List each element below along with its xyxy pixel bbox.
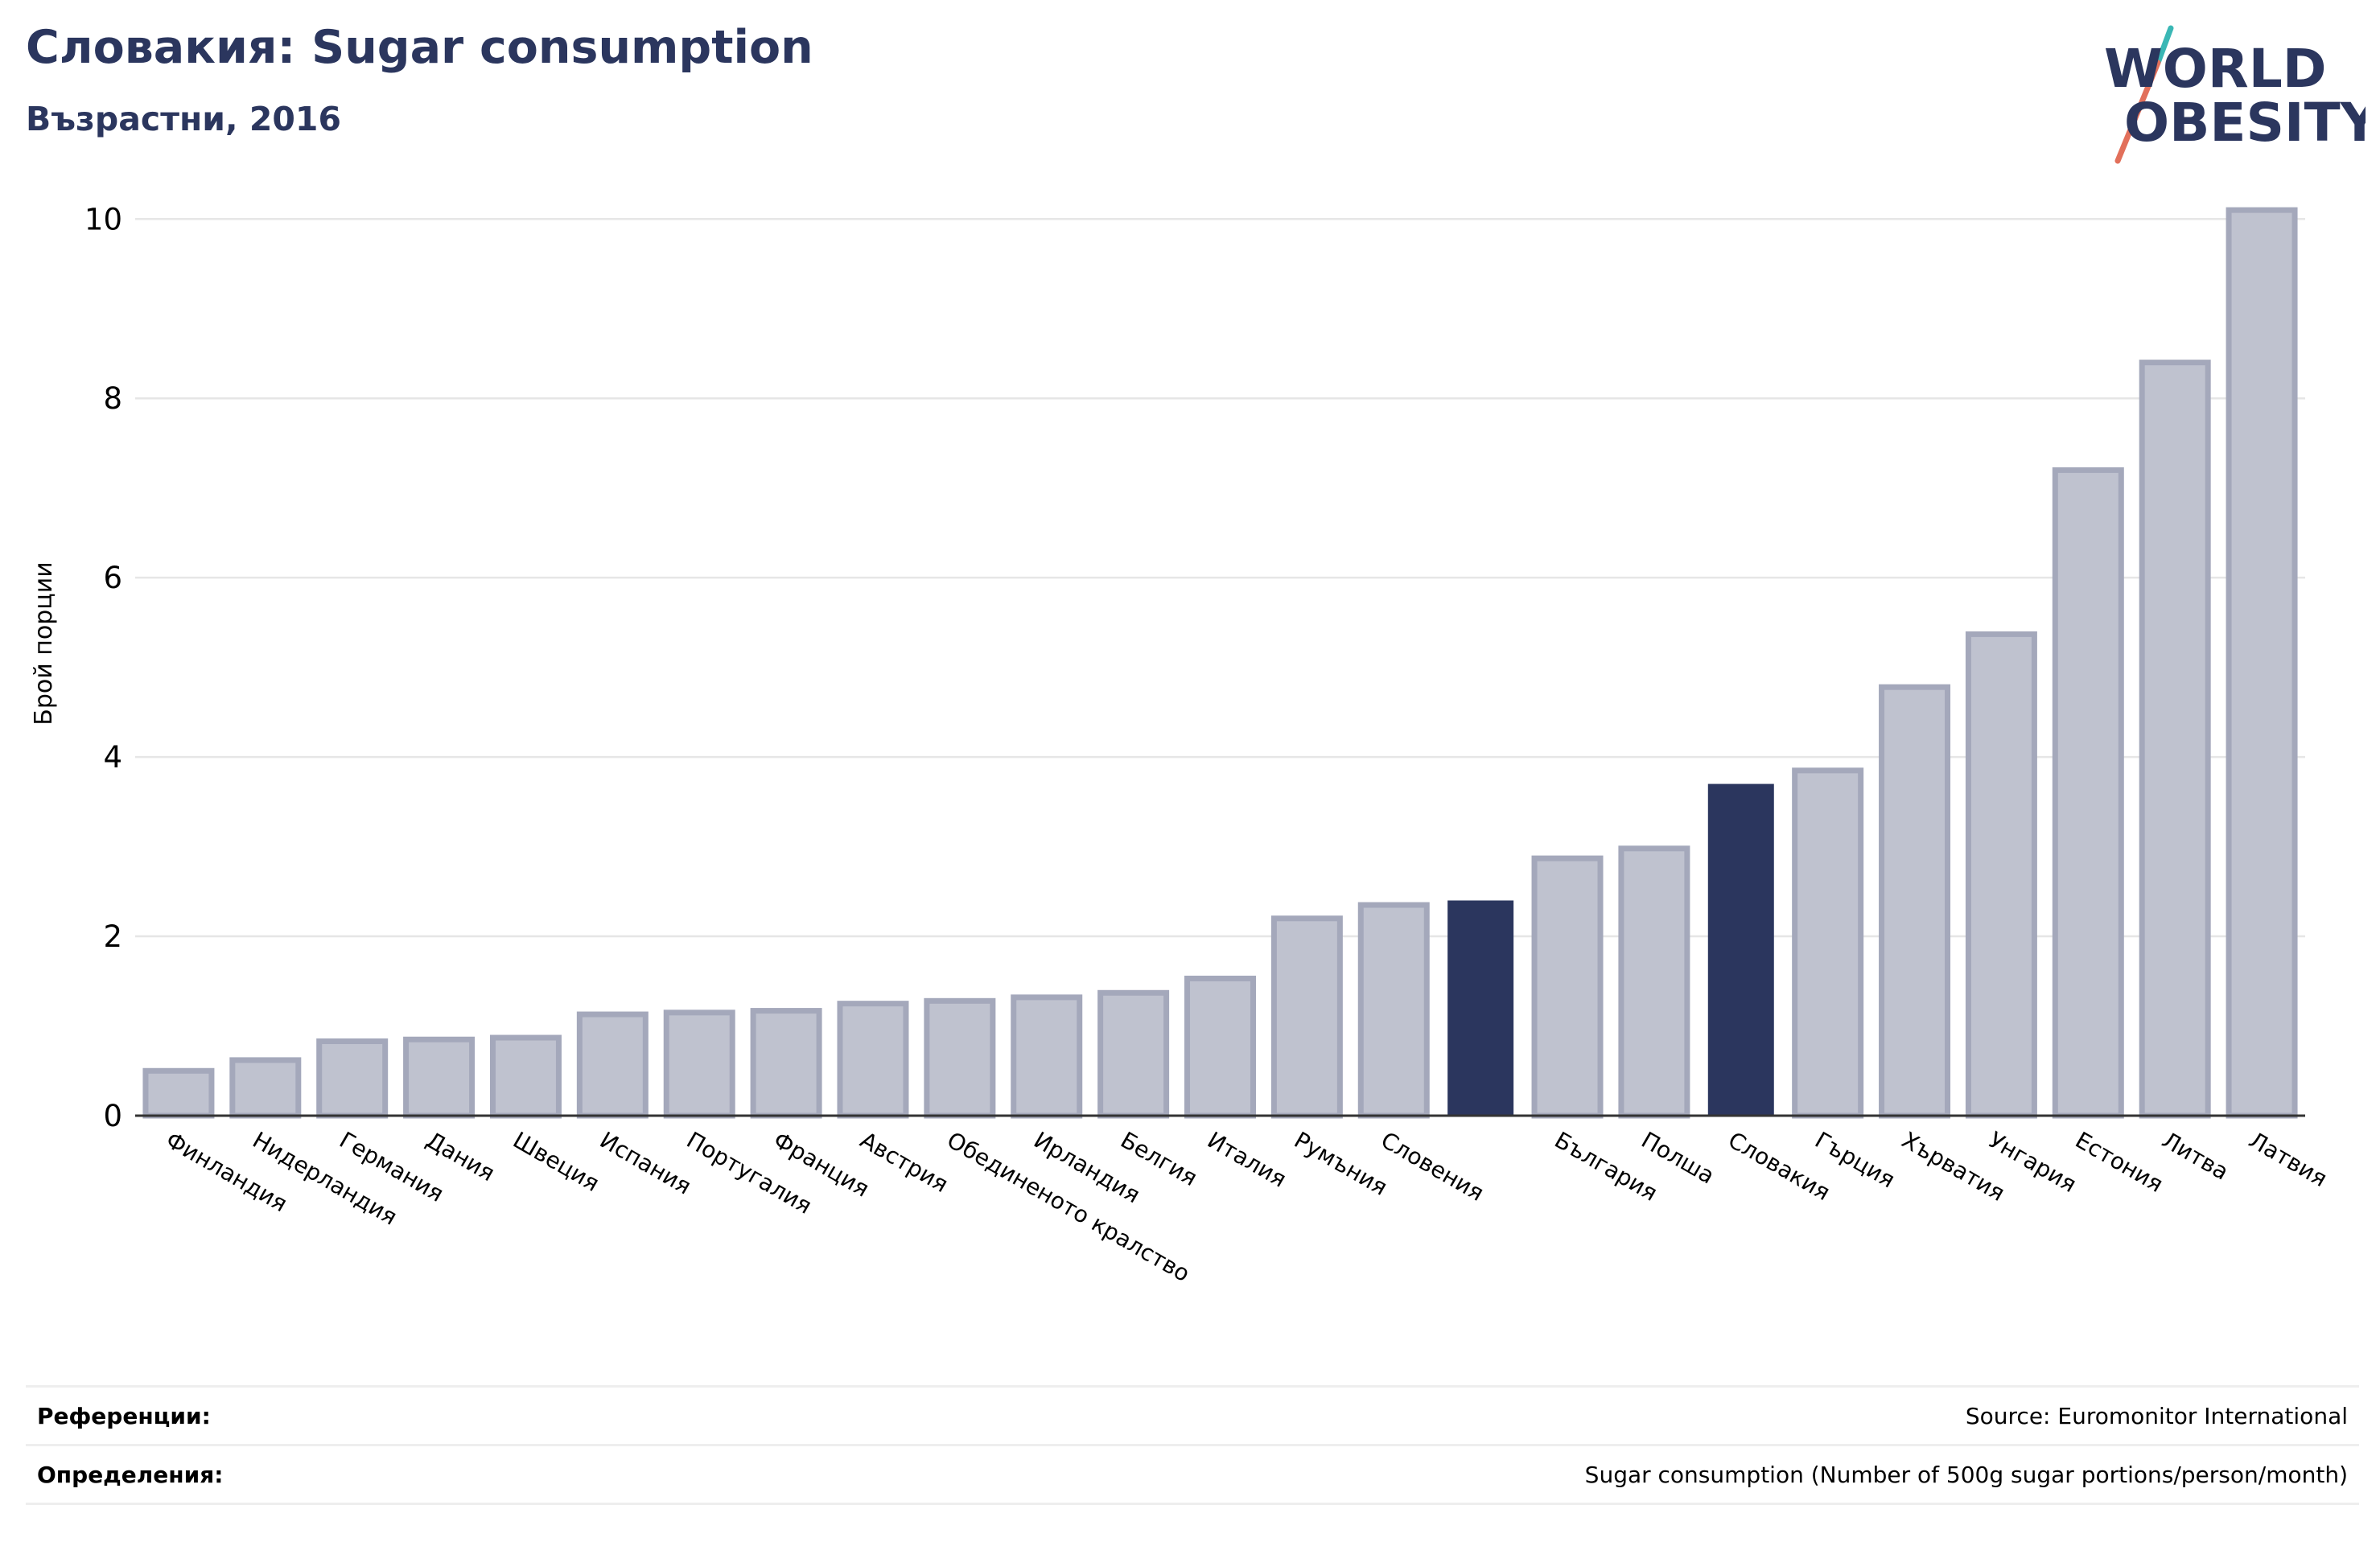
bar: [1184, 975, 1256, 1119]
bar: [1965, 631, 2037, 1119]
chart-title: Словакия: Sugar consumption: [26, 21, 813, 74]
bar-highlighted: [1707, 783, 1774, 1116]
y-tick-label: 8: [103, 381, 122, 416]
bar: [924, 997, 996, 1119]
bar: [229, 1057, 302, 1119]
references-row: Референции: Source: Euromonitor Internat…: [26, 1385, 2359, 1444]
x-tick-label: Естония: [2071, 1126, 2168, 1198]
bar: [1270, 915, 1343, 1119]
bar: [2226, 207, 2298, 1119]
x-tick-label: Румъния: [1290, 1126, 1392, 1200]
bar: [1357, 902, 1430, 1119]
definitions-label: Определения:: [37, 1461, 224, 1488]
definitions-value: Sugar consumption (Number of 500g sugar …: [1584, 1461, 2348, 1488]
bar: [1792, 767, 1864, 1119]
bar: [837, 1001, 909, 1119]
bar: [1618, 845, 1690, 1119]
x-tick-label: Нидерландия: [248, 1126, 401, 1230]
logo-line2: OBESITY: [2124, 92, 2366, 154]
bar: [2052, 467, 2124, 1119]
bar: [316, 1038, 389, 1119]
bar: [489, 1034, 562, 1119]
references-label: Референции:: [37, 1402, 211, 1429]
bar: [1531, 855, 1604, 1119]
logo-line1: WORLD: [2104, 38, 2327, 100]
x-tick-label: Швеция: [509, 1126, 604, 1196]
x-tick-label: Италия: [1203, 1126, 1291, 1192]
y-tick-label: 0: [103, 1099, 122, 1133]
y-tick-label: 10: [84, 202, 122, 236]
logo-slash-bottom: [2114, 60, 2161, 164]
bar: [403, 1036, 476, 1119]
chart-subtitle: Възрастни, 2016: [26, 100, 341, 138]
x-tick-label: Литва: [2158, 1126, 2234, 1185]
bar-highlighted: [1447, 900, 1514, 1116]
bar: [750, 1008, 822, 1119]
x-tick-label: Австрия: [855, 1126, 953, 1198]
logo-slash-top: [2155, 25, 2174, 66]
references-value: Source: Euromonitor International: [1965, 1402, 2348, 1429]
bar: [142, 1067, 215, 1119]
y-tick-label: 6: [103, 561, 122, 595]
bar: [1097, 989, 1170, 1119]
bar-chart: 0246810ФинландияНидерландияГерманияДания…: [30, 202, 2332, 1287]
y-tick-label: 2: [103, 919, 122, 954]
x-tick-label: Латвия: [2245, 1126, 2332, 1192]
chart-footer: Референции: Source: Euromonitor Internat…: [26, 1385, 2359, 1505]
bar: [576, 1011, 649, 1119]
y-axis-title: Брой порции: [30, 561, 58, 725]
x-tick-label: Испания: [595, 1126, 696, 1199]
y-tick-label: 4: [103, 740, 122, 775]
world-obesity-logo: WORLD OBESITY: [2104, 25, 2366, 164]
bar: [2139, 360, 2211, 1119]
bar: [1879, 684, 1951, 1119]
bar: [1011, 994, 1083, 1119]
definitions-row: Определения: Sugar consumption (Number o…: [26, 1444, 2359, 1505]
bar-layer: [142, 207, 2298, 1119]
bar: [663, 1009, 735, 1119]
x-tick-label: Словения: [1377, 1126, 1489, 1206]
